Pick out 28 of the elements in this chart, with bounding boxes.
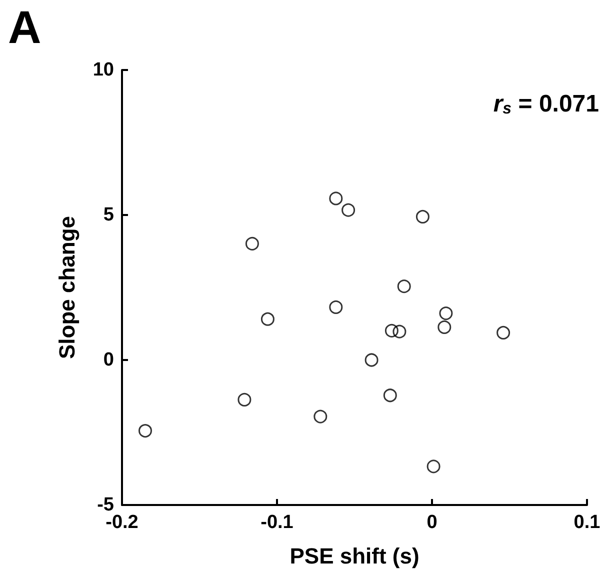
point (314, 410, 328, 424)
x-tick-label: 0.1 (574, 512, 601, 533)
y-tick-label: 10 (92, 60, 114, 80)
x-tick-label: -0.1 (260, 512, 294, 533)
point (439, 306, 453, 320)
point (426, 460, 440, 474)
point (238, 392, 252, 406)
y-tick-label: 5 (103, 204, 114, 226)
point (329, 300, 343, 314)
point (245, 236, 259, 250)
point (438, 320, 452, 334)
point (329, 192, 343, 206)
point (496, 326, 510, 340)
x-axis-title: PSE shift (s) (290, 544, 420, 568)
point (392, 324, 406, 338)
y-axis-title: Slope change (54, 216, 80, 360)
point (397, 280, 411, 294)
point (138, 424, 152, 438)
point (416, 210, 430, 224)
point (383, 388, 397, 402)
point (364, 353, 378, 367)
point (342, 203, 356, 217)
point (260, 312, 274, 326)
text: A (8, 1, 42, 53)
point (384, 324, 398, 338)
x-tick-label: 0 (426, 512, 438, 533)
y-tick-label: 0 (103, 350, 114, 370)
annotation: rs = 0.071 (493, 90, 600, 118)
